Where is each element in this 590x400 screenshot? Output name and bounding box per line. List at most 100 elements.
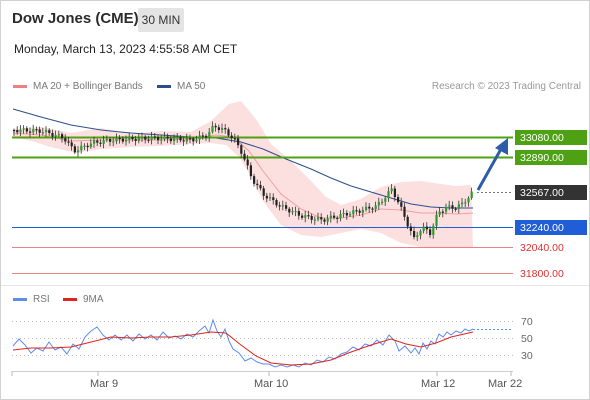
rsi-swatch [13,298,27,301]
interval-button[interactable]: 30 MIN [138,8,184,32]
candle-body [173,138,176,142]
candle-body [464,202,467,204]
candle-body [93,140,96,144]
x-label-mar9: Mar 9 [90,378,118,390]
candle-body [265,195,268,199]
candle-body [419,231,422,236]
candle-body [384,198,387,202]
candle-body [358,210,361,213]
candle-body [29,131,32,133]
candle-body [243,153,246,160]
candle-body [19,129,22,133]
candle-body [349,214,352,216]
candle-body [470,191,473,199]
candle-body [128,136,131,140]
candle-body [438,211,441,215]
candle-body [441,211,444,213]
candle-body [413,231,416,238]
candle-body [169,138,172,142]
legend-bollinger: MA 20 + Bollinger Bands [13,81,143,92]
candle-body [416,235,419,238]
price-label-31800: 31800.00 [520,268,564,280]
candle-body [336,217,339,219]
candle-body [361,209,364,213]
rsi-label-30: 30 [521,350,533,362]
candle-body [240,145,243,154]
candle-body [195,139,198,142]
candle-body [259,185,262,189]
candle-body [432,225,435,235]
bollinger-band [13,101,473,247]
candle-body [297,211,300,216]
candle-body [374,205,377,210]
candle-body [16,130,19,133]
candle-body [67,141,70,143]
candle-body [13,130,16,132]
ma50-line [12,108,473,209]
price-label-32040: 32040.00 [520,242,564,254]
candle-body [205,135,208,138]
candle-body [137,137,140,141]
candle-body [403,206,406,217]
candle-body [217,127,220,130]
price-tag-32890: 32890.00 [515,150,587,165]
candle-body [281,205,284,207]
candle-body [176,137,179,139]
candle-body [35,129,38,131]
candle-body [313,219,316,221]
candle-body [115,137,118,142]
candle-body [208,132,211,138]
candle-body [224,128,227,130]
price-tag-32240: 32240.00 [515,220,587,235]
candle-body [38,129,41,133]
candle-body [189,138,192,140]
candle-body [429,229,432,235]
candle-body [163,136,166,140]
candle-body [288,208,291,213]
candle-body [451,205,454,209]
candle-body [326,218,329,222]
candle-body [365,206,368,210]
credit-text: Research © 2023 Trading Central [431,81,581,92]
candle-body [166,136,169,139]
candle-body [294,211,297,213]
candlestick-series [13,121,473,241]
bollinger-swatch [13,85,27,88]
candle-body [272,197,275,201]
candle-body [467,198,470,203]
rsi-ma-swatch [63,298,77,301]
rsi-ma-line [12,331,474,366]
instrument-title: Dow Jones (CME) [12,10,139,27]
legend-rsi-ma: 9MA [63,294,104,305]
candle-body [131,136,134,140]
candle-body [179,137,182,141]
candle-body [352,210,355,215]
candle-body [355,210,358,212]
x-label-mar12: Mar 12 [421,378,455,390]
legend-bollinger-label: MA 20 + Bollinger Bands [33,81,143,92]
candle-body [64,138,67,142]
candle-body [80,145,83,151]
legend-ma50-label: MA 50 [177,81,206,92]
candle-body [141,136,144,138]
candle-body [147,139,150,141]
candle-body [310,215,313,220]
candle-body [86,145,89,148]
rsi-label-70: 70 [521,316,533,328]
legend-rsi: RSI [13,294,50,305]
price-tag-33080: 33080.00 [515,130,587,145]
candle-body [377,202,380,206]
candle-body [237,138,240,146]
candle-body [406,216,409,227]
price-tag-32240-text: 32240.00 [520,222,564,234]
candle-body [125,139,128,142]
candle-body [221,128,224,130]
forecast-arrowhead [495,138,508,155]
candle-body [61,134,64,139]
candle-body [329,215,332,219]
legend-rsi-ma-label: 9MA [83,294,104,305]
candle-body [134,139,137,141]
candle-body [118,137,121,140]
ma50-swatch [157,85,171,88]
